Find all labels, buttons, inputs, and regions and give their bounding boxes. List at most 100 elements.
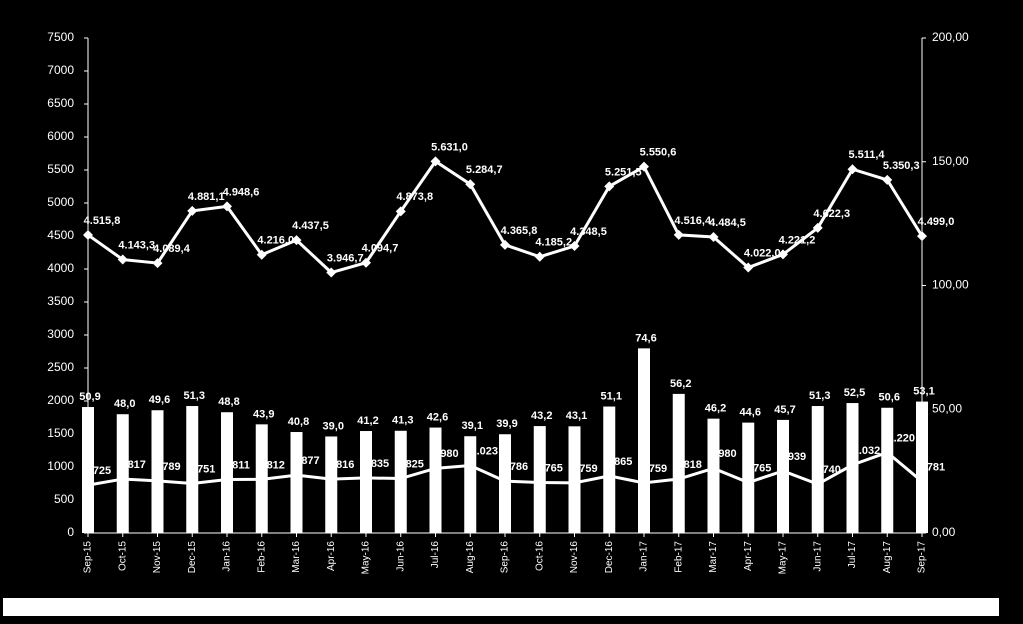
line-value-label: 4.089,4 bbox=[153, 243, 191, 255]
bar-value-label: 39,1 bbox=[462, 420, 483, 432]
marker bbox=[917, 231, 927, 242]
marker bbox=[847, 164, 858, 175]
line-value-label: 789 bbox=[162, 461, 180, 473]
bar bbox=[221, 412, 233, 533]
x-tick-label: Apr-17 bbox=[743, 541, 754, 571]
line-value-label: 4.143,3 bbox=[118, 239, 155, 251]
x-tick-label: Sep-15 bbox=[83, 541, 94, 574]
y-tick-label: 7000 bbox=[47, 63, 74, 77]
bar-value-label: 48,0 bbox=[114, 398, 135, 410]
y-tick-label: 4500 bbox=[47, 228, 74, 242]
bar bbox=[116, 414, 129, 533]
line-value-label: 817 bbox=[128, 459, 146, 471]
line-value-label: 1.023 bbox=[470, 445, 498, 457]
bar-value-label: 41,3 bbox=[392, 415, 413, 427]
line-value-label: 4.348,5 bbox=[570, 226, 607, 238]
bar-value-label: 52,5 bbox=[844, 387, 865, 399]
line-value-label: 1.220 bbox=[887, 432, 915, 444]
marker bbox=[778, 249, 788, 260]
x-tick-label: Oct-15 bbox=[117, 541, 128, 571]
marker bbox=[812, 222, 823, 233]
x-tick-label: Nov-15 bbox=[152, 541, 163, 574]
line-value-label: 4.499,0 bbox=[918, 216, 955, 228]
line-value-label: 5.251,5 bbox=[605, 166, 642, 178]
y2-tick-label: 50,00 bbox=[932, 401, 962, 415]
bar bbox=[82, 407, 94, 533]
x-tick-label: Mar-17 bbox=[708, 541, 719, 573]
y-tick-label: 2500 bbox=[47, 360, 74, 374]
marker bbox=[569, 240, 580, 251]
line-value-label: 816 bbox=[336, 459, 354, 471]
line-value-label: 877 bbox=[301, 455, 319, 467]
x-tick-label: Aug-17 bbox=[882, 541, 893, 574]
bar bbox=[429, 427, 442, 533]
marker bbox=[639, 161, 649, 172]
bar-value-label: 42,6 bbox=[427, 411, 448, 423]
bar-value-label: 43,2 bbox=[531, 410, 552, 422]
marker bbox=[187, 205, 198, 216]
x-tick-label: Dec-15 bbox=[187, 541, 198, 574]
y-tick-label: 5500 bbox=[47, 162, 74, 176]
line-value-label: 4.484,5 bbox=[709, 217, 746, 229]
line-value-label: 4.022,0 bbox=[744, 247, 781, 259]
bar bbox=[360, 431, 372, 533]
y-tick-label: 3000 bbox=[47, 327, 74, 341]
bar bbox=[151, 410, 164, 533]
bar-value-label: 74,6 bbox=[635, 332, 656, 344]
line-value-label: 3.946,7 bbox=[327, 252, 364, 264]
line-value-label: 4.881,1 bbox=[188, 191, 225, 203]
bar bbox=[811, 406, 824, 533]
marker bbox=[534, 251, 545, 262]
x-tick-label: Nov-16 bbox=[569, 541, 580, 574]
line-value-label: 765 bbox=[545, 462, 563, 474]
line-value-label: 786 bbox=[510, 461, 528, 473]
marker bbox=[882, 174, 893, 185]
bar-value-label: 41,2 bbox=[357, 415, 378, 427]
bar bbox=[568, 426, 581, 533]
y2-tick-label: 200,00 bbox=[932, 30, 969, 44]
line-value-label: 1.032 bbox=[853, 445, 881, 457]
bar bbox=[533, 426, 546, 533]
line-value-label: 865 bbox=[614, 456, 632, 468]
y-tick-label: 1000 bbox=[47, 459, 74, 473]
y-tick-label: 1500 bbox=[47, 426, 74, 440]
bar bbox=[672, 393, 685, 533]
y-tick-label: 5000 bbox=[47, 195, 74, 209]
x-tick-label: Jan-16 bbox=[222, 541, 233, 572]
bar bbox=[186, 406, 199, 533]
y2-tick-label: 0,00 bbox=[932, 525, 956, 539]
x-tick-label: Jun-17 bbox=[812, 541, 823, 572]
line-value-label: 4.516,4 bbox=[674, 215, 712, 227]
y-tick-label: 4000 bbox=[47, 261, 74, 275]
line-value-label: 825 bbox=[406, 458, 424, 470]
bar-value-label: 56,2 bbox=[670, 378, 691, 390]
y-tick-label: 3500 bbox=[47, 294, 74, 308]
bar-value-label: 48,8 bbox=[218, 396, 239, 408]
line-value-label: 4.873,8 bbox=[396, 191, 433, 203]
bar bbox=[325, 436, 338, 533]
line-value-label: 818 bbox=[684, 459, 702, 471]
y2-tick-label: 100,00 bbox=[932, 278, 969, 292]
bar bbox=[638, 348, 650, 533]
line-value-label: 980 bbox=[718, 448, 736, 460]
x-tick-label: Sep-16 bbox=[500, 541, 511, 574]
bar bbox=[603, 406, 616, 533]
bar-value-label: 43,1 bbox=[566, 410, 587, 422]
bar bbox=[916, 401, 928, 533]
marker bbox=[708, 232, 719, 243]
marker bbox=[430, 156, 441, 167]
y-tick-label: 2000 bbox=[47, 393, 74, 407]
bar-value-label: 50,9 bbox=[79, 391, 100, 403]
line-value-label: 5.284,7 bbox=[466, 164, 503, 176]
marker bbox=[743, 262, 754, 273]
bar-value-label: 51,3 bbox=[809, 390, 830, 402]
y-tick-label: 6000 bbox=[47, 129, 74, 143]
bar-value-label: 51,3 bbox=[184, 390, 205, 402]
x-tick-label: Jun-16 bbox=[395, 541, 406, 572]
marker bbox=[604, 181, 615, 192]
bar-value-label: 43,9 bbox=[253, 408, 274, 420]
bar bbox=[846, 403, 859, 533]
line-value-label: 740 bbox=[823, 464, 841, 476]
